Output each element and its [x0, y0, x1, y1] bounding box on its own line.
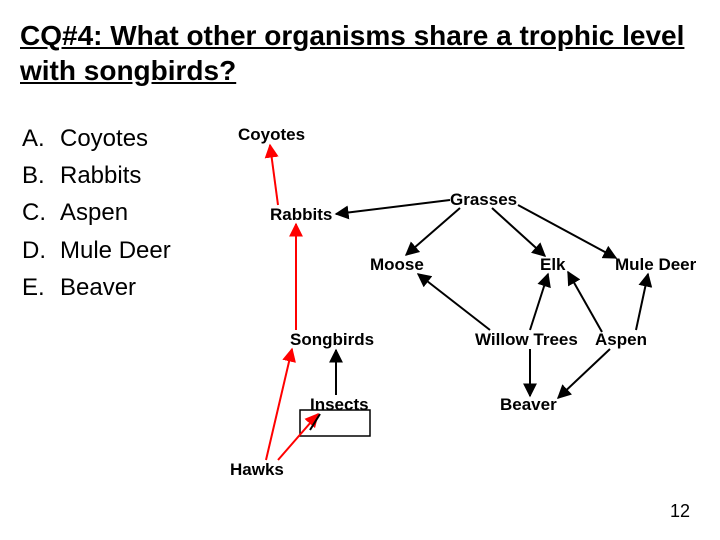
node-moose: Moose	[370, 255, 424, 275]
node-grasses: Grasses	[450, 190, 517, 210]
food-web-diagram: Coyotes Rabbits Grasses Moose Elk Mule Deer So…	[0, 0, 720, 540]
page-number: 12	[670, 501, 690, 522]
node-hawks: Hawks	[230, 460, 284, 480]
node-beaver: Beaver	[500, 395, 557, 415]
node-rabbits: Rabbits	[270, 205, 332, 225]
node-willow: Willow Trees	[475, 330, 578, 350]
node-coyotes: Coyotes	[238, 125, 305, 145]
node-muledeer: Mule Deer	[615, 255, 696, 275]
node-elk: Elk	[540, 255, 566, 275]
node-insects: Insects	[310, 395, 369, 415]
node-songbirds: Songbirds	[290, 330, 374, 350]
node-aspen: Aspen	[595, 330, 647, 350]
